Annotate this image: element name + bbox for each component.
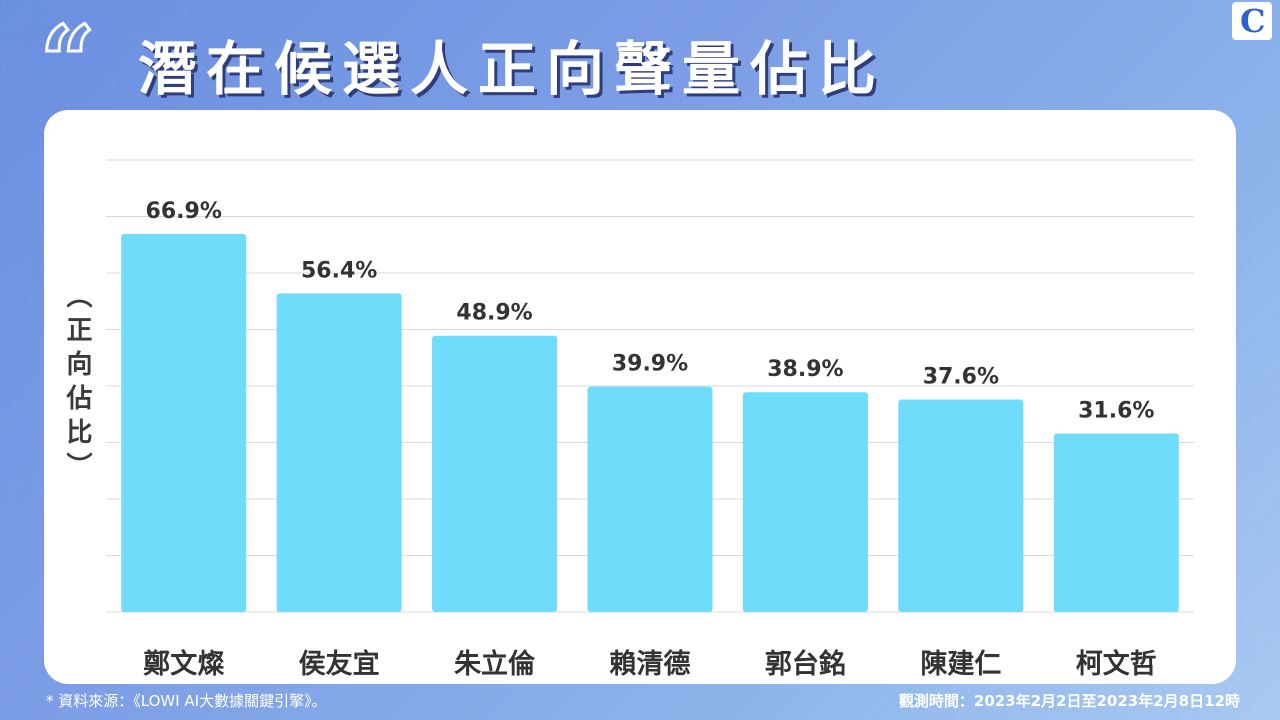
bar-chart: 66.9% 鄭文燦 56.4% 侯友宜 48.9% 朱立倫 39.9% 賴清德 38.9% 郭台銘…: [106, 159, 1194, 680]
observation-time: 觀測時間：2023年2月2日至2023年2月8日12時: [898, 692, 1240, 710]
x-tick-label: 鄭文燦: [143, 648, 225, 680]
page-title: 潛在候選人正向聲量佔比: [138, 35, 887, 103]
data-label: 38.9%: [767, 357, 843, 382]
brand-logo-glyph: C: [1240, 2, 1266, 40]
x-tick-label: 朱立倫: [454, 648, 536, 680]
bar: [1053, 433, 1179, 612]
x-tick-label: 賴清德: [610, 649, 691, 680]
data-label: 31.6%: [1078, 398, 1154, 423]
x-tick-label: 陳建仁: [920, 649, 1001, 680]
bar: [898, 399, 1024, 612]
data-label: 37.6%: [923, 365, 999, 390]
brand-logo: C: [1232, 2, 1272, 40]
x-tick-label: 柯文哲: [1076, 648, 1157, 680]
bar: [276, 293, 402, 612]
x-tick-label: 郭台銘: [765, 648, 846, 680]
data-label: 66.9%: [146, 199, 222, 224]
x-tick-label: 侯友宜: [299, 648, 380, 680]
bar: [432, 335, 558, 612]
y-axis-label: （正向佔比）: [62, 282, 92, 486]
bar: [587, 386, 713, 612]
chart-card: 66.9% 鄭文燦 56.4% 侯友宜 48.9% 朱立倫 39.9% 賴清德 38.9% 郭台銘…: [44, 110, 1236, 684]
source-note: * 資料來源：《LOWI AI大數據關鍵引擎》。: [46, 692, 327, 710]
bar: [742, 392, 868, 612]
data-label: 39.9%: [612, 352, 688, 377]
data-label: 56.4%: [301, 258, 377, 283]
bar: [121, 234, 247, 612]
data-label: 48.9%: [456, 301, 532, 326]
quote-mark-icon: “: [38, 5, 96, 118]
